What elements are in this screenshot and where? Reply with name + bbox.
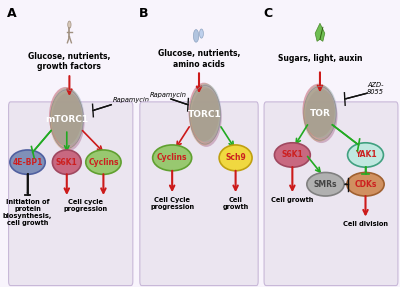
Text: Sugars, light, auxin: Sugars, light, auxin <box>278 54 362 63</box>
Text: B: B <box>139 7 149 20</box>
Ellipse shape <box>193 30 199 42</box>
Polygon shape <box>315 23 325 41</box>
Ellipse shape <box>49 87 82 146</box>
Text: Glucose, nutrients,
growth factors: Glucose, nutrients, growth factors <box>28 52 110 71</box>
Text: AZD-
8055: AZD- 8055 <box>367 82 384 96</box>
Text: Cell growth: Cell growth <box>271 197 314 203</box>
Ellipse shape <box>348 143 384 167</box>
Text: S6K1: S6K1 <box>282 150 303 160</box>
Text: TOR: TOR <box>310 109 330 118</box>
Ellipse shape <box>219 145 252 171</box>
Text: Cell cycle
progression: Cell cycle progression <box>63 199 107 212</box>
Text: Cyclins: Cyclins <box>88 158 119 167</box>
Text: S6K1: S6K1 <box>56 158 78 167</box>
FancyBboxPatch shape <box>8 102 133 286</box>
Text: Cyclins: Cyclins <box>157 153 188 162</box>
Ellipse shape <box>305 90 338 143</box>
Text: C: C <box>263 7 272 20</box>
FancyBboxPatch shape <box>140 102 258 286</box>
Ellipse shape <box>10 150 45 174</box>
Ellipse shape <box>86 150 121 174</box>
Ellipse shape <box>274 143 310 167</box>
Text: 4E-BP1: 4E-BP1 <box>12 158 43 167</box>
FancyBboxPatch shape <box>264 102 398 286</box>
Ellipse shape <box>347 172 384 196</box>
Text: Cell
growth: Cell growth <box>222 197 249 210</box>
Ellipse shape <box>200 29 203 38</box>
Ellipse shape <box>304 84 336 138</box>
Ellipse shape <box>305 85 337 139</box>
Ellipse shape <box>191 84 222 143</box>
Ellipse shape <box>188 83 219 141</box>
Text: TORC1: TORC1 <box>188 110 222 119</box>
Ellipse shape <box>50 91 83 150</box>
Ellipse shape <box>302 84 335 137</box>
Ellipse shape <box>189 87 220 146</box>
Ellipse shape <box>191 88 222 147</box>
Ellipse shape <box>307 172 344 196</box>
Text: Rapamycin: Rapamycin <box>150 92 187 98</box>
Ellipse shape <box>153 145 192 171</box>
Text: mTORC1: mTORC1 <box>45 115 88 124</box>
Text: CDKs: CDKs <box>354 180 377 189</box>
Ellipse shape <box>51 88 84 147</box>
Ellipse shape <box>303 88 336 142</box>
Text: Cell Cycle
progression: Cell Cycle progression <box>150 197 194 210</box>
Ellipse shape <box>52 150 81 174</box>
Text: Rapamycin: Rapamycin <box>112 98 150 103</box>
Circle shape <box>68 21 71 28</box>
Text: Cell division: Cell division <box>343 221 388 227</box>
Ellipse shape <box>190 83 220 142</box>
Text: Initiation of
protein
biosynthesis,
cell growth: Initiation of protein biosynthesis, cell… <box>3 199 52 226</box>
Text: Glucose, nutrients,
amino acids: Glucose, nutrients, amino acids <box>158 49 240 69</box>
Ellipse shape <box>50 88 83 146</box>
Text: SMRs: SMRs <box>314 180 337 189</box>
Ellipse shape <box>52 93 84 151</box>
Text: Sch9: Sch9 <box>225 153 246 162</box>
Text: YAK1: YAK1 <box>355 150 376 160</box>
Text: A: A <box>7 7 16 20</box>
